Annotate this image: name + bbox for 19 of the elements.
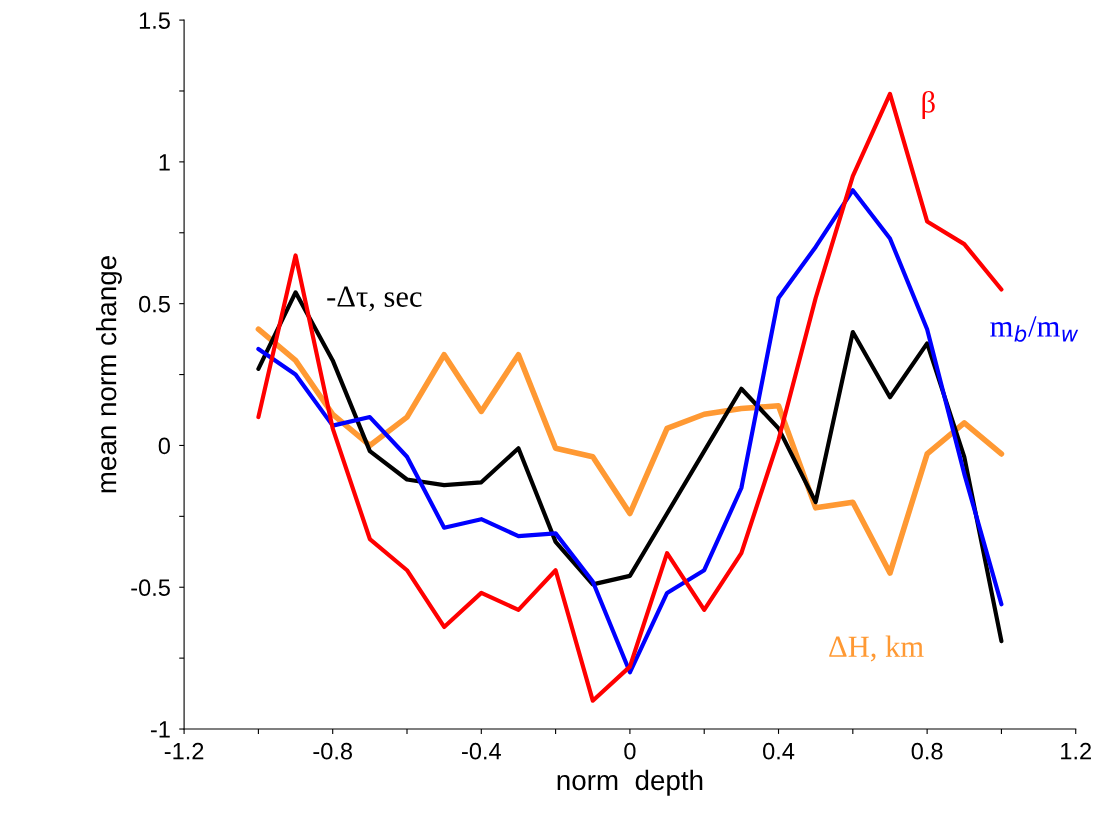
x-tick-label: 0 [624, 742, 636, 760]
y-tick-label: 1.5 [139, 12, 170, 29]
x-tick-label: -0.4 [462, 742, 501, 760]
text: ΔH, km [829, 635, 924, 662]
x-axis-title: norm depth [557, 769, 703, 796]
series-label: m$_{b}$/m$_{w}$ [990, 316, 1079, 342]
series-label: β [922, 90, 935, 119]
y-axis-title: mean norm change [95, 256, 122, 493]
x-tick-label: 0.8 [911, 742, 943, 760]
y-tick-label: 0.5 [139, 295, 170, 313]
y-tick-label: 0 [158, 437, 170, 455]
series-label: -Δτ, sec [327, 286, 422, 312]
x-tick-label: -1.2 [164, 742, 204, 760]
x-tick-label: 0.4 [763, 742, 795, 760]
x-tick-label: 1.2 [1061, 742, 1091, 760]
x-tick-label: -0.8 [313, 742, 353, 760]
y-tick-label: -1 [150, 721, 170, 738]
y-tick-label: 1 [159, 154, 170, 171]
y-tick-label: -0.5 [131, 579, 170, 597]
